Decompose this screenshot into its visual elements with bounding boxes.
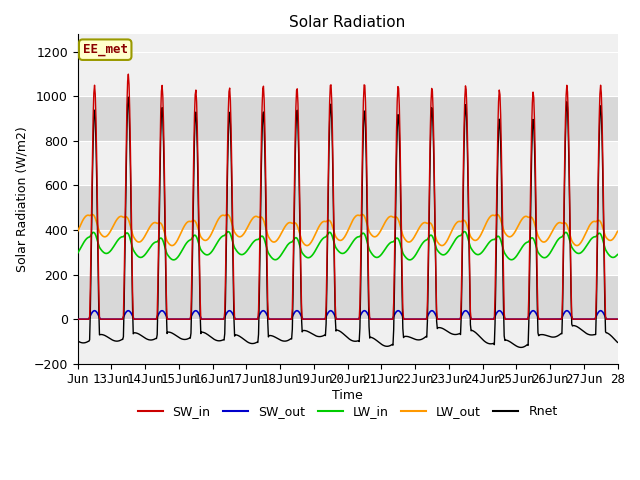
Title: Solar Radiation: Solar Radiation <box>289 15 406 30</box>
X-axis label: Time: Time <box>332 389 363 402</box>
Bar <box>77 230 618 275</box>
Bar <box>77 275 618 319</box>
Text: EE_met: EE_met <box>83 43 128 56</box>
Legend: SW_in, SW_out, LW_in, LW_out, Rnet: SW_in, SW_out, LW_in, LW_out, Rnet <box>132 400 563 423</box>
Bar <box>77 52 618 96</box>
Bar <box>77 319 618 364</box>
Bar <box>77 141 618 185</box>
Bar <box>77 185 618 230</box>
Bar <box>77 96 618 141</box>
Y-axis label: Solar Radiation (W/m2): Solar Radiation (W/m2) <box>15 126 28 272</box>
